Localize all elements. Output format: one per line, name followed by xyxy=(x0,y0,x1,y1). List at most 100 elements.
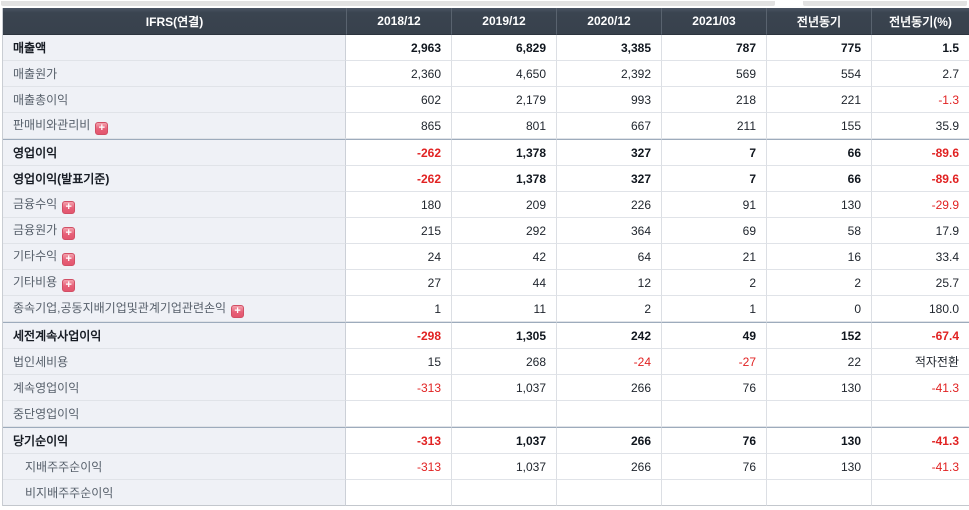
table-row: 기타수익 +24 42 64 21 16 33.4 xyxy=(3,244,969,270)
expand-plus-icon[interactable]: + xyxy=(62,279,76,292)
value-cell: -298 xyxy=(346,322,451,349)
value-cell: 1,305 xyxy=(451,322,556,349)
row-label: 법인세비용 xyxy=(13,355,69,369)
top-panel-edge-left xyxy=(1,1,775,6)
value-cell: 221 xyxy=(766,87,871,113)
row-label: 중단영업이익 xyxy=(13,407,80,421)
value-cell: 180 xyxy=(346,192,451,218)
expand-plus-icon[interactable]: + xyxy=(62,227,76,240)
value-cell: 554 xyxy=(766,61,871,87)
row-label: 비지배주주순이익 xyxy=(25,486,114,500)
value-cell: 2.7 xyxy=(871,61,969,87)
value-cell: -313 xyxy=(346,454,451,480)
row-label-cell: 금융수익 + xyxy=(3,192,346,218)
value-cell: 58 xyxy=(766,218,871,244)
row-label: 매출원가 xyxy=(13,67,58,81)
value-cell xyxy=(871,401,969,427)
column-header-ifrs-consolidated: IFRS(연결) xyxy=(3,8,346,35)
value-cell: 27 xyxy=(346,270,451,296)
row-label-cell: 지배주주순이익 xyxy=(3,454,346,480)
row-label: 기타비용 xyxy=(13,275,58,289)
row-label-cell: 기타비용 + xyxy=(3,270,346,296)
expand-plus-icon[interactable]: + xyxy=(62,253,76,266)
table-row: 세전계속사업이익 -298 1,305 242 49 152 -67.4 xyxy=(3,322,969,349)
table-row: 영업이익 -262 1,378 327 7 66 -89.6 xyxy=(3,139,969,166)
table-row: 계속영업이익 -313 1,037 266 76 130 -41.3 xyxy=(3,375,969,401)
top-panel-edge-right xyxy=(803,1,967,6)
value-cell: 215 xyxy=(346,218,451,244)
value-cell: 4,650 xyxy=(451,61,556,87)
value-cell: 130 xyxy=(766,427,871,454)
value-cell: 993 xyxy=(556,87,661,113)
expand-plus-icon[interactable]: + xyxy=(95,122,109,135)
value-cell: -262 xyxy=(346,166,451,192)
value-cell: -313 xyxy=(346,375,451,401)
value-cell: 775 xyxy=(766,35,871,61)
row-label: 금융수익 xyxy=(13,197,58,211)
row-label-cell: 판매비와관리비 + xyxy=(3,113,346,139)
value-cell: -24 xyxy=(556,349,661,375)
value-cell: 1,037 xyxy=(451,427,556,454)
column-header-2019-12: 2019/12 xyxy=(451,8,556,35)
value-cell: 2,179 xyxy=(451,87,556,113)
value-cell: 1,037 xyxy=(451,454,556,480)
value-cell: 3,385 xyxy=(556,35,661,61)
value-cell: 1,037 xyxy=(451,375,556,401)
row-label-cell: 세전계속사업이익 xyxy=(3,322,346,349)
table-row: 매출액 2,963 6,829 3,385 787 775 1.5 xyxy=(3,35,969,61)
value-cell: 35.9 xyxy=(871,113,969,139)
value-cell: 21 xyxy=(661,244,766,270)
value-cell: 2,963 xyxy=(346,35,451,61)
row-label-cell: 매출총이익 xyxy=(3,87,346,113)
value-cell: 1,378 xyxy=(451,139,556,166)
value-cell: 0 xyxy=(766,296,871,322)
table-row: 비지배주주순이익 xyxy=(3,480,969,506)
value-cell: -27 xyxy=(661,349,766,375)
value-cell: 49 xyxy=(661,322,766,349)
value-cell: 42 xyxy=(451,244,556,270)
value-cell: 801 xyxy=(451,113,556,139)
table-header-row: IFRS(연결) 2018/12 2019/12 2020/12 2021/03 전년동… xyxy=(3,8,969,35)
value-cell: 2 xyxy=(661,270,766,296)
column-header-2021-03: 2021/03 xyxy=(661,8,766,35)
value-cell: 226 xyxy=(556,192,661,218)
value-cell: 33.4 xyxy=(871,244,969,270)
value-cell: 76 xyxy=(661,375,766,401)
value-cell: -41.3 xyxy=(871,427,969,454)
table-row: 기타비용 +27 44 12 2 2 25.7 xyxy=(3,270,969,296)
value-cell: 787 xyxy=(661,35,766,61)
value-cell xyxy=(451,401,556,427)
table-row: 판매비와관리비 +865 801 667 211 155 35.9 xyxy=(3,113,969,139)
expand-plus-icon[interactable]: + xyxy=(62,201,76,214)
value-cell: 130 xyxy=(766,454,871,480)
value-cell: 218 xyxy=(661,87,766,113)
value-cell: 11 xyxy=(451,296,556,322)
income-statement-table: IFRS(연결) 2018/12 2019/12 2020/12 2021/03 전년동… xyxy=(2,8,969,506)
row-label: 기타수익 xyxy=(13,249,58,263)
value-cell: 2 xyxy=(766,270,871,296)
column-header-2018-12: 2018/12 xyxy=(346,8,451,35)
row-label: 지배주주순이익 xyxy=(25,460,103,474)
value-cell: 7 xyxy=(661,166,766,192)
column-header-: 전년동기(%) xyxy=(871,8,969,35)
expand-plus-icon[interactable]: + xyxy=(231,305,245,318)
value-cell: 364 xyxy=(556,218,661,244)
value-cell: 266 xyxy=(556,375,661,401)
value-cell: 266 xyxy=(556,454,661,480)
value-cell xyxy=(556,480,661,506)
value-cell: -262 xyxy=(346,139,451,166)
row-label-cell: 비지배주주순이익 xyxy=(3,480,346,506)
value-cell: 152 xyxy=(766,322,871,349)
row-label-cell: 영업이익(발표기준) xyxy=(3,166,346,192)
table-row: 매출총이익 602 2,179 993 218 221 -1.3 xyxy=(3,87,969,113)
table-row: 지배주주순이익 -313 1,037 266 76 130 -41.3 xyxy=(3,454,969,480)
value-cell: 327 xyxy=(556,166,661,192)
value-cell: -89.6 xyxy=(871,166,969,192)
value-cell: 69 xyxy=(661,218,766,244)
value-cell: 76 xyxy=(661,427,766,454)
value-cell: 327 xyxy=(556,139,661,166)
value-cell: 64 xyxy=(556,244,661,270)
value-cell: 16 xyxy=(766,244,871,270)
value-cell: 6,829 xyxy=(451,35,556,61)
